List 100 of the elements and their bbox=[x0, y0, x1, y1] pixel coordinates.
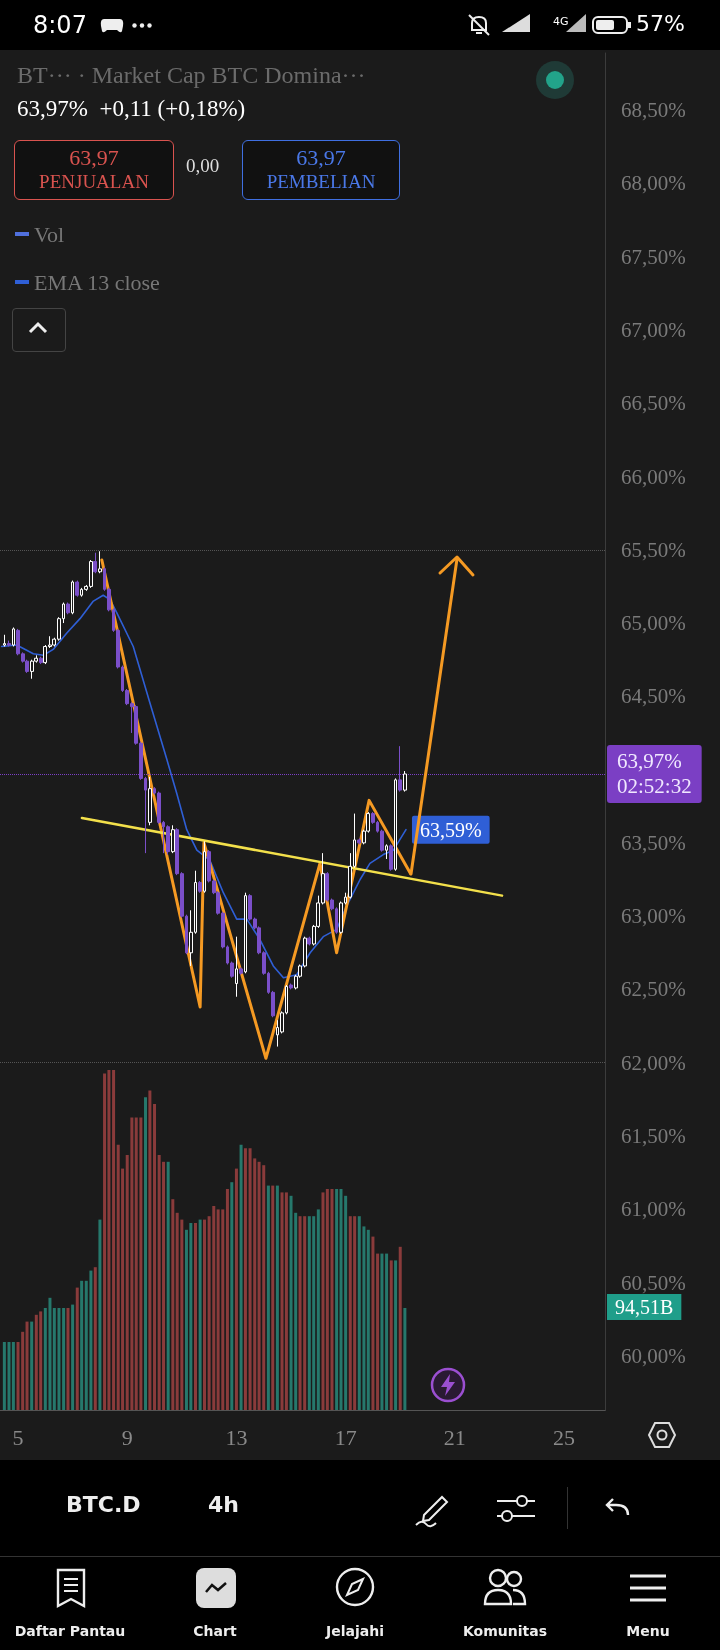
bar bbox=[221, 1209, 225, 1410]
y-tick-label: 60,00% bbox=[621, 1343, 686, 1368]
bar bbox=[321, 1192, 325, 1410]
text: 8:07 bbox=[33, 11, 87, 39]
bar bbox=[189, 1223, 193, 1410]
bar bbox=[21, 1331, 25, 1410]
bar bbox=[34, 1314, 38, 1410]
bar bbox=[389, 1260, 393, 1410]
bar bbox=[248, 1148, 252, 1410]
bar bbox=[153, 1104, 157, 1410]
candlestick bbox=[389, 843, 393, 872]
data-label: 63,59% bbox=[419, 818, 482, 841]
candlestick bbox=[394, 777, 397, 872]
candlestick bbox=[403, 770, 407, 793]
bar bbox=[376, 1253, 380, 1410]
y-tick-label: 67,00% bbox=[621, 317, 686, 342]
y-tick-label: 61,50% bbox=[621, 1123, 686, 1148]
bar bbox=[112, 1070, 116, 1410]
bar bbox=[130, 1117, 134, 1410]
text: Chart bbox=[192, 1623, 238, 1640]
bar bbox=[280, 1192, 284, 1410]
x-tick-label: 5 bbox=[12, 1424, 24, 1450]
y-tick-label: 68,50% bbox=[621, 98, 686, 123]
bar bbox=[243, 1148, 247, 1410]
candlestick bbox=[12, 626, 15, 647]
candlestick bbox=[398, 745, 402, 793]
bar bbox=[57, 1308, 61, 1410]
annotation: 0,00 bbox=[186, 155, 220, 177]
bar bbox=[339, 1189, 343, 1410]
candlestick bbox=[148, 776, 152, 826]
bar bbox=[239, 1144, 243, 1410]
bar bbox=[7, 1342, 11, 1410]
line-series bbox=[0, 594, 407, 979]
bar bbox=[171, 1199, 175, 1410]
candlestick bbox=[75, 580, 79, 598]
text: 63,97% +0,11 (+0,18%) bbox=[17, 96, 246, 121]
bar bbox=[385, 1253, 389, 1410]
bar bbox=[30, 1321, 34, 1410]
bar bbox=[307, 1216, 311, 1410]
candlestick bbox=[307, 936, 311, 946]
bar bbox=[371, 1236, 375, 1410]
y-tick-label: 62,00% bbox=[621, 1050, 686, 1075]
x-tick-label: 9 bbox=[121, 1424, 133, 1450]
y-tick-label: 65,50% bbox=[621, 537, 686, 562]
text: Komunitas bbox=[462, 1623, 548, 1640]
bar bbox=[225, 1189, 229, 1410]
text: 57% bbox=[636, 11, 685, 37]
candlestick bbox=[98, 550, 102, 574]
bar bbox=[271, 1185, 275, 1410]
legend-label: EMA 13 close bbox=[34, 269, 160, 295]
bar bbox=[75, 1287, 79, 1410]
x-tick-label: 25 bbox=[553, 1424, 576, 1450]
y-tick-label: 61,00% bbox=[621, 1197, 686, 1222]
text: Vol bbox=[34, 221, 65, 247]
bar bbox=[234, 1168, 238, 1410]
annotation: 63,97 bbox=[295, 145, 347, 171]
candlestick bbox=[30, 659, 34, 680]
x-tick-label: 21 bbox=[443, 1424, 466, 1450]
bar bbox=[116, 1144, 120, 1410]
bar bbox=[71, 1304, 75, 1410]
y-tick-label: 63,00% bbox=[621, 904, 686, 929]
bar bbox=[103, 1073, 107, 1410]
candlestick bbox=[357, 837, 361, 845]
bar bbox=[380, 1253, 384, 1410]
bar bbox=[262, 1165, 266, 1410]
bar bbox=[335, 1189, 339, 1410]
bar bbox=[284, 1192, 288, 1410]
y-tick-label: 65,00% bbox=[621, 611, 686, 636]
annotation: PENJUALAN bbox=[38, 171, 150, 193]
bar bbox=[175, 1212, 179, 1410]
bar bbox=[275, 1185, 279, 1410]
bar bbox=[166, 1161, 170, 1410]
y-tick-label: 63,50% bbox=[621, 830, 686, 855]
chart-title: BT··· · Market Cap BTC Domina··· bbox=[17, 62, 366, 88]
text: Menu bbox=[625, 1623, 671, 1640]
text: BTC.D bbox=[66, 1492, 141, 1518]
bar bbox=[357, 1216, 361, 1410]
bar bbox=[366, 1229, 370, 1410]
y-tick-label: 67,50% bbox=[621, 244, 686, 269]
text: 02:52:32 bbox=[617, 774, 692, 799]
bar bbox=[202, 1219, 206, 1410]
bar bbox=[344, 1195, 348, 1410]
candlestick bbox=[244, 892, 247, 974]
bar bbox=[93, 1267, 97, 1410]
bar bbox=[80, 1280, 84, 1410]
y-tick-label: 60,50% bbox=[621, 1270, 686, 1295]
bar bbox=[52, 1308, 56, 1410]
candlestick bbox=[385, 843, 388, 860]
bar bbox=[298, 1216, 302, 1410]
candlestick bbox=[39, 656, 43, 665]
x-tick-label: 13 bbox=[225, 1424, 248, 1450]
bar bbox=[157, 1155, 161, 1410]
ref-line-label: 63,97% bbox=[617, 749, 682, 774]
bar bbox=[98, 1219, 102, 1410]
bar bbox=[66, 1308, 70, 1410]
text: Jelajahi bbox=[324, 1623, 385, 1640]
candlestick bbox=[3, 634, 6, 647]
bar bbox=[89, 1270, 93, 1410]
y-tick-label: 68,00% bbox=[621, 171, 686, 196]
bar bbox=[216, 1209, 220, 1410]
